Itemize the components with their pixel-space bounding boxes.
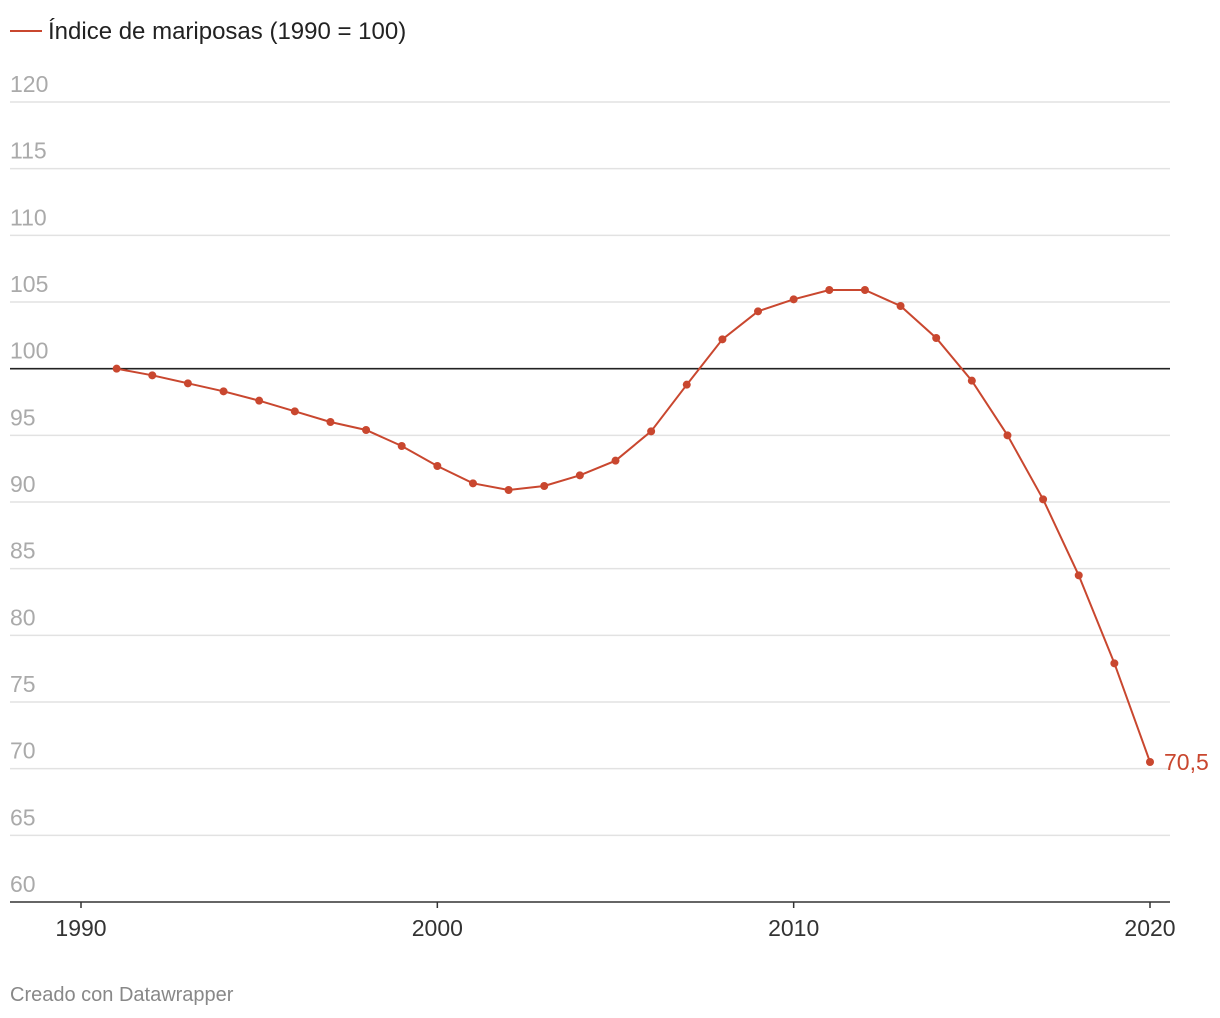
data-point-2001 [468,479,477,488]
data-point-2018 [1074,571,1083,580]
data-point-2010 [789,295,798,304]
data-point-1999 [397,442,406,450]
data-point-2000 [433,462,442,470]
x-tick-label-1990: 1990 [55,915,106,941]
y-tick-label-110: 110 [10,204,47,230]
y-tick-label-75: 75 [10,671,36,697]
data-point-2006 [647,427,656,436]
x-tick-label-2020: 2020 [1124,915,1175,941]
x-axis-ticks: 1990 2000 2010 2020 [55,902,1176,941]
data-point-2009 [754,307,763,316]
y-tick-label-85: 85 [10,538,36,564]
data-point-2017 [1039,495,1048,504]
y-axis-ticks: 120 115 110 105 100 95 90 85 80 75 70 65 60 [10,71,48,897]
data-point-2020 [1146,758,1154,766]
data-point-1996 [290,407,299,416]
y-tick-label-100: 100 [10,338,48,364]
data-point-1993 [183,379,192,388]
legend: Índice de mariposas (1990 = 100) [10,18,406,45]
y-tick-label-95: 95 [10,404,36,430]
data-point-1994 [219,387,228,396]
data-point-2008 [718,335,727,344]
y-tick-label-80: 80 [10,604,36,630]
y-tick-label-65: 65 [10,804,36,830]
data-point-2016 [1003,431,1012,440]
data-point-2003 [540,482,549,490]
data-point-2004 [575,471,584,480]
y-tick-label-60: 60 [10,871,36,897]
y-tick-label-120: 120 [10,71,48,97]
series-line-0 [116,289,1151,763]
end-value-label: 70,5 [1164,749,1209,775]
series [112,286,1154,766]
y-tick-label-70: 70 [10,738,36,764]
data-point-1991 [112,364,121,373]
y-tick-label-105: 105 [10,271,48,297]
x-tick-label-2000: 2000 [412,915,463,941]
data-point-2013 [896,302,905,310]
data-point-1995 [255,396,264,405]
data-point-1998 [362,426,371,434]
data-point-2012 [860,286,869,294]
data-point-2015 [967,376,976,385]
gridlines [10,101,1170,837]
data-point-1992 [148,371,157,380]
data-point-2014 [932,334,941,342]
y-tick-label-90: 90 [10,471,36,497]
legend-label: Índice de mariposas (1990 = 100) [48,18,406,45]
x-tick-label-2010: 2010 [768,915,819,941]
data-point-1997 [326,418,335,426]
data-point-2005 [611,456,620,465]
data-point-2002 [504,486,513,494]
data-point-2011 [825,286,834,294]
y-tick-label-115: 115 [10,138,47,164]
credit-text: Creado con Datawrapper [10,984,234,1006]
data-point-2019 [1110,659,1119,668]
data-point-2007 [682,380,691,389]
